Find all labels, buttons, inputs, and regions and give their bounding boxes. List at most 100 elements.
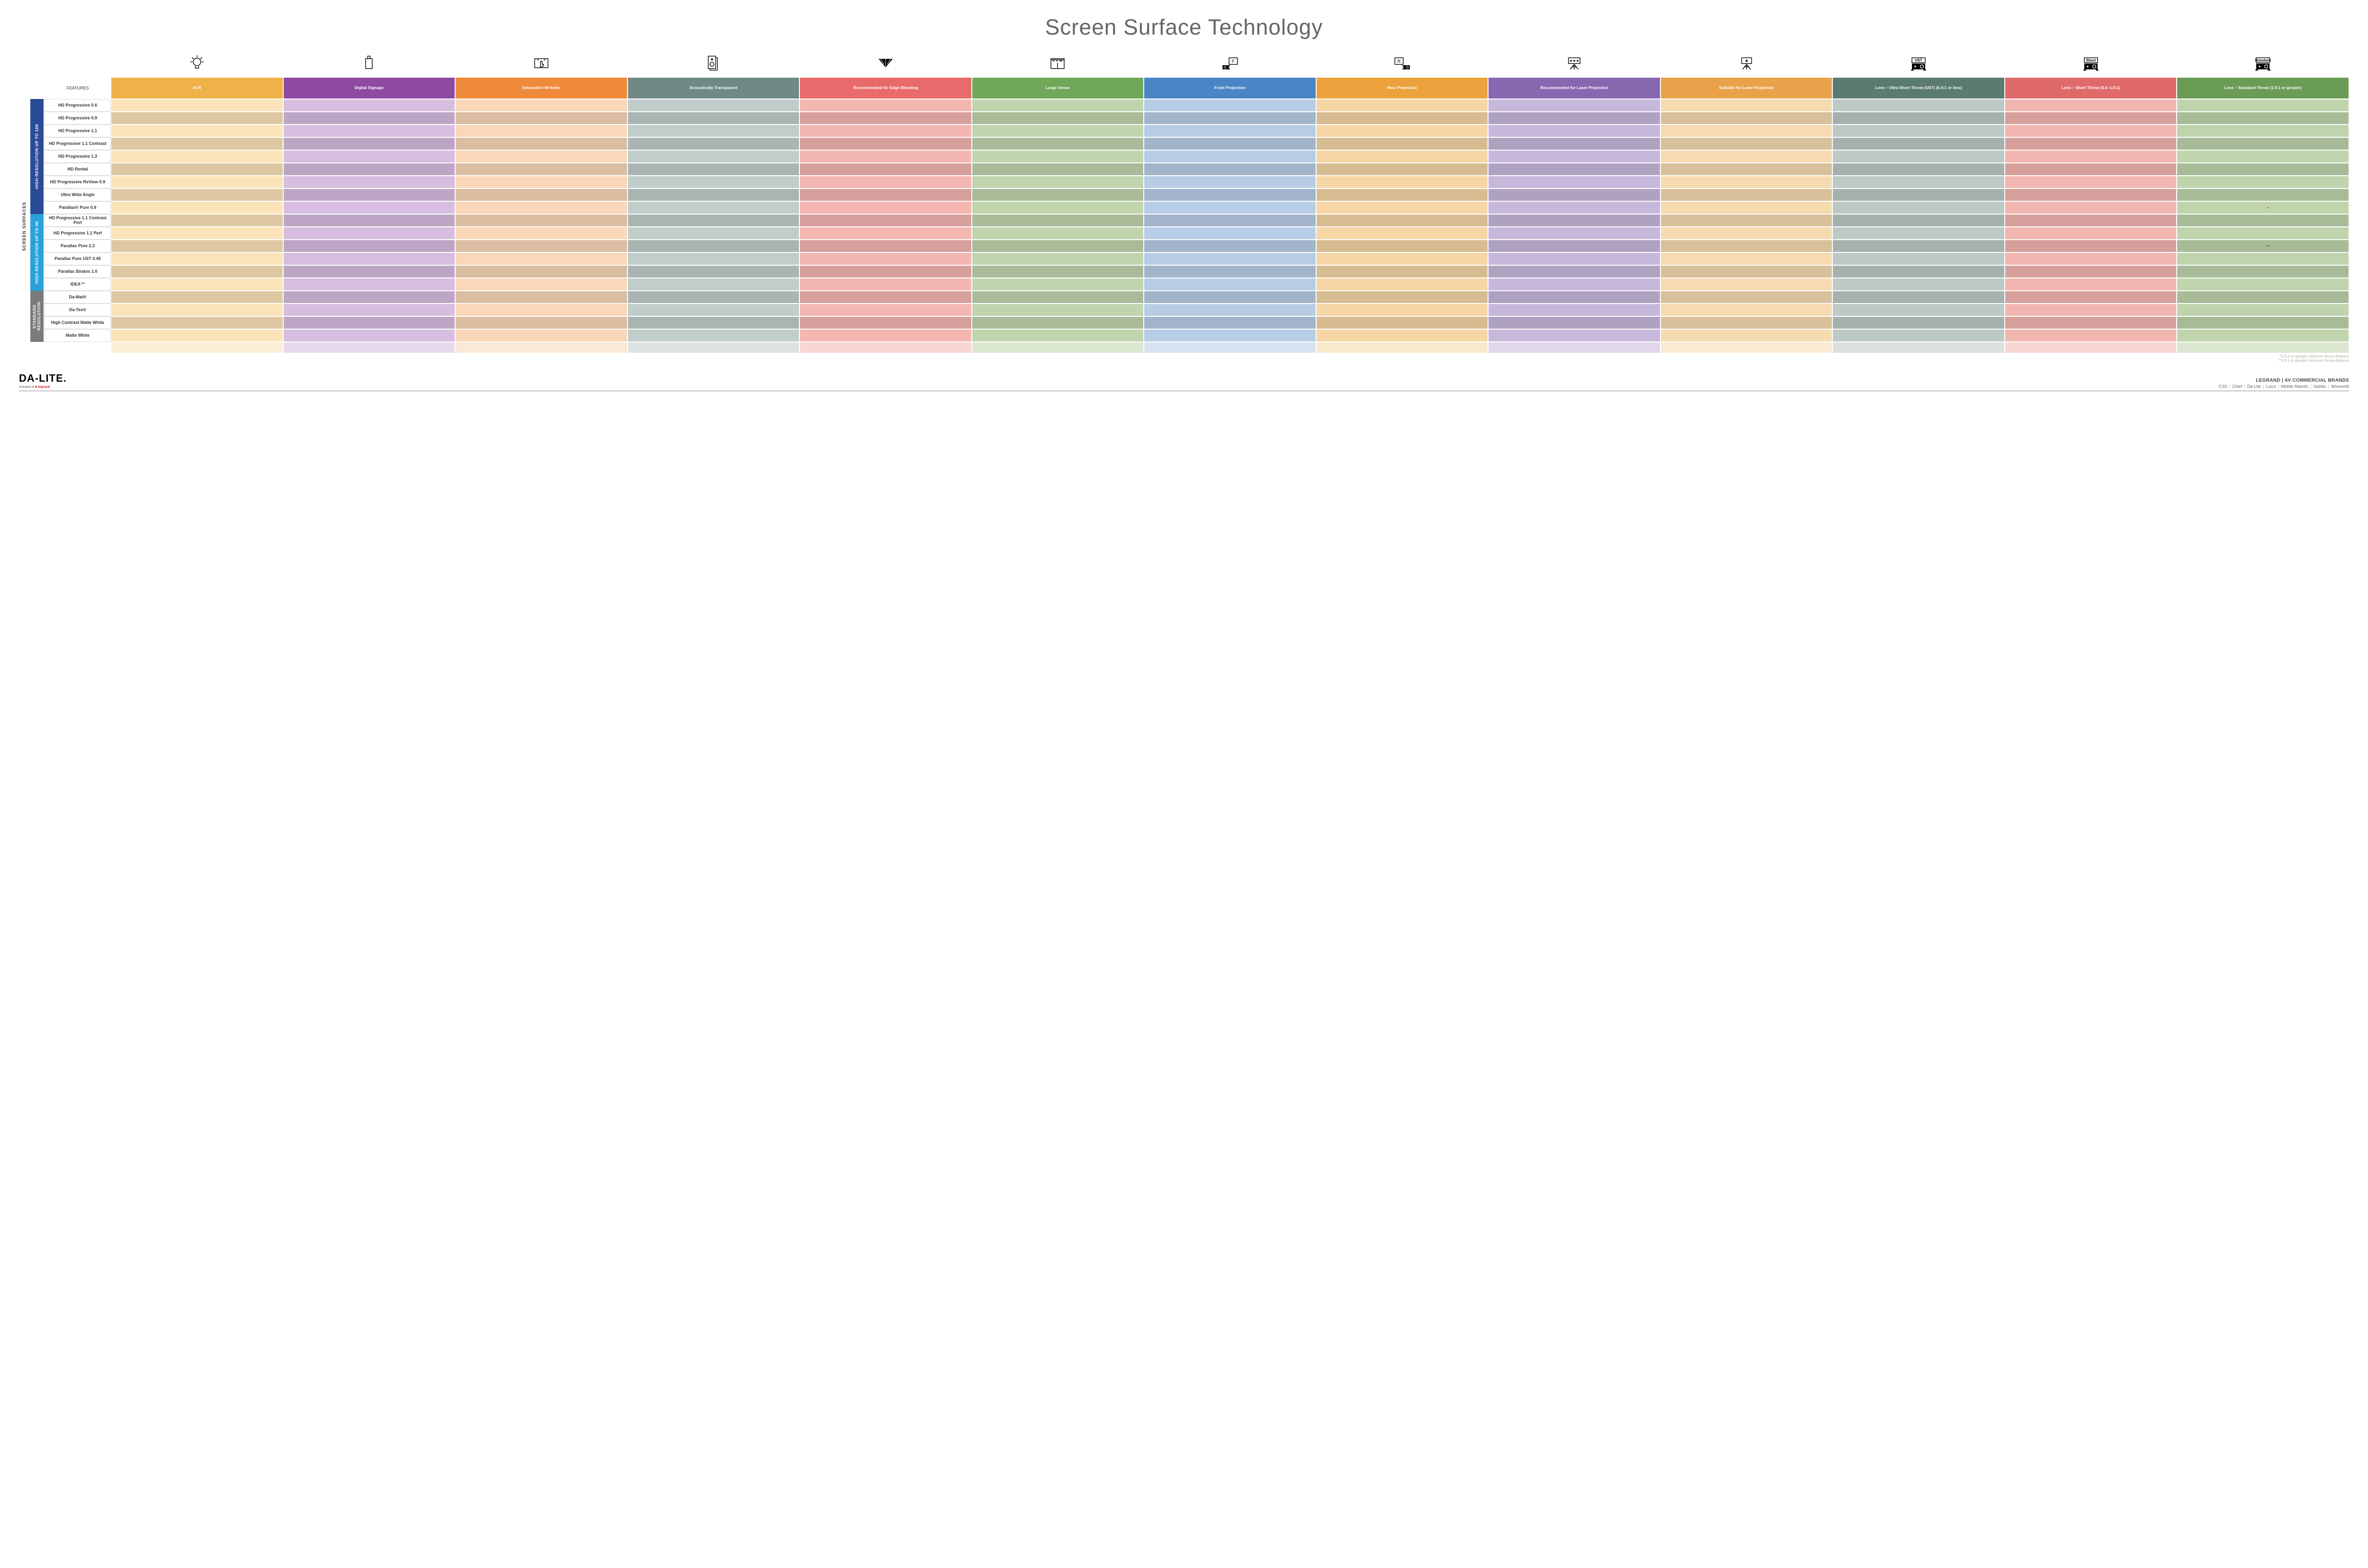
matrix-cell [455, 163, 628, 176]
matrix-cell [111, 176, 283, 188]
matrix-cell [111, 125, 283, 137]
matrix-cell [628, 99, 800, 112]
matrix-cell [2177, 176, 2349, 188]
matrix-cell [1488, 214, 1660, 227]
feature-matrix-grid: FR★★★★USTShortStandardFEATURESALRDigital… [45, 52, 2349, 353]
matrix-cell [799, 265, 972, 278]
col-header-suitlaser: Suitable for Laser Projection [1660, 77, 1833, 99]
matrix-cell [455, 188, 628, 201]
matrix-cell [1488, 265, 1660, 278]
row-label: Parallax Pure 2.3 [45, 240, 111, 252]
matrix-cell [283, 188, 456, 201]
matrix-cell [2005, 112, 2177, 125]
matrix-cell [455, 252, 628, 265]
svg-text:★: ★ [1744, 59, 1749, 64]
matrix-cell [1144, 329, 1316, 342]
matrix-cell [1488, 291, 1660, 304]
matrix-cell [1316, 176, 1489, 188]
matrix-cell [2005, 252, 2177, 265]
matrix-cell [972, 214, 1144, 227]
matrix-cell [111, 188, 283, 201]
matrix-cell [972, 201, 1144, 214]
matrix-cell [1144, 252, 1316, 265]
matrix-cell [1488, 329, 1660, 342]
matrix-cell [283, 99, 456, 112]
row-label: HD Progressive 0.9 [45, 112, 111, 125]
matrix-cell [1144, 163, 1316, 176]
matrix-cell [283, 227, 456, 240]
matrix-cell [1660, 291, 1833, 304]
matrix-cell [1660, 316, 1833, 329]
matrix-cell [972, 316, 1144, 329]
row-label: HD Progressive 1.3 [45, 150, 111, 163]
matrix-cell [283, 252, 456, 265]
matrix-cell [1488, 99, 1660, 112]
std-icon: Standard [2177, 52, 2349, 77]
at-icon [628, 52, 800, 77]
matrix-cell [455, 125, 628, 137]
matrix-cell [1316, 214, 1489, 227]
matrix-cell [2177, 304, 2349, 316]
matrix-cell [1660, 112, 1833, 125]
matrix-cell [1832, 291, 2005, 304]
matrix-cell [2177, 99, 2349, 112]
matrix-cell [972, 125, 1144, 137]
matrix-cell [799, 316, 972, 329]
col-header-at: Acoustically Transparent [628, 77, 800, 99]
matrix-cell [972, 137, 1144, 150]
matrix-cell [799, 163, 972, 176]
matrix-cell [1660, 240, 1833, 252]
matrix-cell [1144, 150, 1316, 163]
matrix-cell [1316, 125, 1489, 137]
matrix-cell [1832, 329, 2005, 342]
svg-text:Short: Short [2086, 58, 2096, 63]
matrix-cell [283, 201, 456, 214]
matrix-cell [972, 240, 1144, 252]
matrix-cell [799, 252, 972, 265]
matrix-cell [1488, 252, 1660, 265]
matrix-cell [1316, 304, 1489, 316]
col-header-std: Lens – Standard Throw (1.0:1 or greater) [2177, 77, 2349, 99]
matrix-cell [1488, 137, 1660, 150]
matrix-cell [283, 112, 456, 125]
chart-wrap: SCREEN SURFACES HIGH RESOLUTION UP TO 16… [19, 52, 2349, 353]
matrix-cell [628, 240, 800, 252]
row-label: High Contrast Matte White [45, 316, 111, 329]
matrix-cell [2177, 227, 2349, 240]
matrix-cell [628, 316, 800, 329]
rear-icon: R [1316, 52, 1489, 77]
matrix-cell [799, 240, 972, 252]
matrix-cell [799, 278, 972, 291]
matrix-cell: ** [2177, 240, 2349, 252]
matrix-cell [972, 278, 1144, 291]
matrix-cell [111, 240, 283, 252]
matrix-cell [111, 137, 283, 150]
matrix-cell [1316, 201, 1489, 214]
matrix-cell [628, 201, 800, 214]
matrix-cell [1144, 137, 1316, 150]
row-label: HD Rental [45, 163, 111, 176]
brand-logo-subtext: A brand of ■ legrand [19, 385, 67, 389]
matrix-cell [1316, 278, 1489, 291]
matrix-cell [283, 176, 456, 188]
matrix-cell [799, 112, 972, 125]
matrix-cell [2005, 137, 2177, 150]
matrix-cell [799, 188, 972, 201]
matrix-cell [1316, 137, 1489, 150]
matrix-cell [2005, 125, 2177, 137]
row-label: HD Progressive ReView 0.9 [45, 176, 111, 188]
matrix-cell [2005, 201, 2177, 214]
matrix-cell [2177, 252, 2349, 265]
matrix-cell [111, 329, 283, 342]
matrix-cell [283, 163, 456, 176]
matrix-cell [972, 227, 1144, 240]
page-title: Screen Surface Technology [19, 14, 2349, 40]
side-group-label: HIGH RESOLUTION UP TO 16K [30, 99, 44, 214]
matrix-cell [1316, 99, 1489, 112]
matrix-cell [972, 291, 1144, 304]
matrix-cell [1660, 265, 1833, 278]
matrix-cell [1316, 150, 1489, 163]
matrix-cell [1660, 188, 1833, 201]
suitlaser-icon: ★ [1660, 52, 1833, 77]
col-header-reclaser: Recommended for Laser Projection [1488, 77, 1660, 99]
